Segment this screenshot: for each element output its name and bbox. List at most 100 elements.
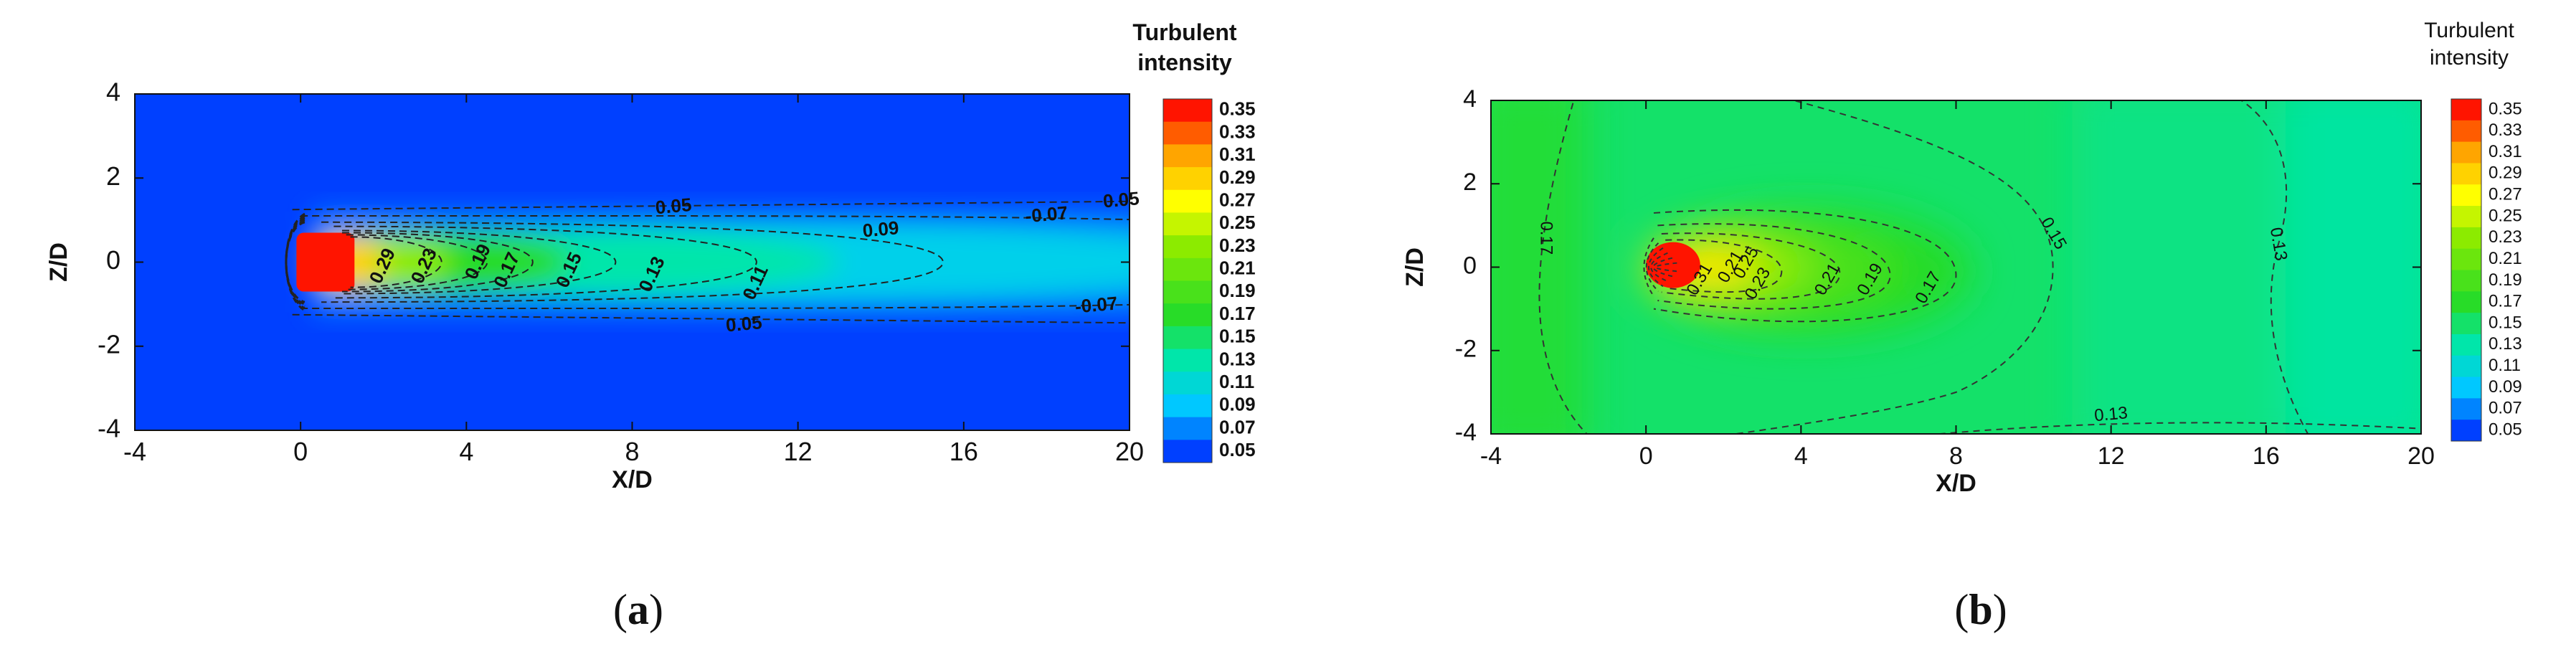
contour-dense-2 [1647,247,1664,288]
contour-label-3: 0.09 [862,217,900,241]
x-tick-label: 12 [2098,443,2125,470]
colorbar-swatch [2451,313,2481,335]
colorbar-level-label: 0.31 [2489,142,2522,161]
x-tick-label: 8 [1949,443,1963,470]
colorbar-swatch [1163,212,1212,236]
colorbar-swatch [2451,377,2481,399]
colorbar-swatch [2451,120,2481,143]
contour-label-0: 0.05 [655,194,693,218]
colorbar-swatch [2451,227,2481,250]
colorbar-level-label: 0.19 [2489,270,2522,290]
colorbar-title-line: Turbulent [1132,19,1237,45]
contour-line-5 [333,225,757,299]
colorbar-title-line: Turbulent [2424,19,2514,42]
contour-dense-3 [1650,252,1668,283]
contour-line-5 [1657,223,1891,310]
colorbar-level-label: 0.35 [2489,99,2522,118]
x-tick-label: -4 [123,437,146,466]
chart-panel-b: 0.170.310.210.250.23 0.21 0.19 0.170.15 0.13… [1401,19,2522,633]
contour-line-1 [1731,100,2054,434]
x-tick-label: 16 [2253,443,2280,470]
contour-line-6 [341,229,617,295]
contour-dense-1 [1645,242,1659,292]
colorbar-swatch [2451,248,2481,270]
contour-line-2 [300,214,1130,221]
panel-label-part: ) [1993,586,2007,633]
colorbar-swatch [2451,398,2481,420]
colorbar-level-label: 0.33 [2489,120,2522,140]
x-tick-label: 12 [784,437,813,466]
contour-label-2: -0.07 [1024,202,1069,227]
chart-panel-a: 0.05 0.05-0.070.090.29 0.23 0.190.17 0.15 0.1… [45,19,1256,633]
y-tick-label: 2 [1463,169,1477,196]
contour-label-11: 0.05 [725,311,763,336]
colorbar-swatch [2451,291,2481,313]
colorbar-swatch [1163,394,1212,418]
colorbar-swatch [2451,333,2481,356]
panel-label-part: ( [613,586,628,633]
x-tick-label: 0 [293,437,308,466]
contour-label-12: -0.07 [1074,292,1119,317]
contour-line-1 [292,313,1130,324]
colorbar-level-label: 0.09 [2489,377,2522,397]
colorbar-frame [2450,98,2482,442]
colorbar-swatch [1163,349,1212,372]
x-tick-label: 20 [1115,437,1144,466]
far-right-region [2285,100,2421,434]
x-tick-label: 8 [625,437,639,466]
colorbar-swatch [1163,167,1212,191]
contour-line-6 [1661,232,1841,300]
colorbar-level-label: 0.33 [1219,120,1256,142]
colorbar-level-label: 0.27 [2489,185,2522,204]
y-tick-label: 0 [1463,252,1477,279]
colorbar-level-label: 0.07 [2489,399,2522,418]
colorbar-swatch [2451,99,2481,121]
colorbar-level-label: 0.21 [2489,249,2522,268]
colorbar-swatch [2451,184,2481,207]
colorbar-swatch [2451,355,2481,378]
panel-label-part: ) [649,586,663,633]
panel-label: (b) [1954,586,2007,633]
colorbar-swatch [1163,440,1212,463]
contour-line-9 [350,236,442,288]
y-tick-label: 4 [1463,85,1477,113]
contour-label-0: 0.17 [1536,221,1555,255]
colorbar-swatch [2451,420,2481,442]
colorbar-swatch [2451,206,2481,228]
panel-label-part: a [628,586,649,633]
colorbar-level-label: 0.21 [1219,257,1256,279]
contour-line-4 [321,221,944,303]
colorbar-frame [1162,98,1213,463]
colorbar-swatch [1163,326,1212,350]
colorbar-swatch [1163,235,1212,259]
colorbar-level-label: 0.23 [2489,227,2522,247]
contour-label-10: 0.13 [2093,403,2128,425]
y-tick-label: -4 [1455,419,1477,446]
contour-line-2 [2240,100,2309,434]
colorbar-swatch [2451,163,2481,185]
colorbar-title-line: intensity [2430,46,2509,70]
colorbar-level-label: 0.25 [2489,206,2522,225]
colorbar-level-label: 0.17 [2489,292,2522,311]
colorbar-level-label: 0.15 [2489,313,2522,332]
y-tick-label: -2 [1455,336,1477,363]
contour-line-7 [341,232,534,293]
colorbar-level-label: 0.05 [1219,439,1256,460]
colorbar-swatch [2451,270,2481,292]
y-axis-label: Z/D [45,242,72,282]
y-tick-label: 2 [106,161,120,191]
panel-label-part: ( [1954,586,1969,633]
contour-line-3 [1931,422,2421,434]
contour-dense-4 [285,221,306,303]
panel-label-part: b [1969,586,1992,633]
contour-line-0 [1538,100,1588,434]
colorbar-level-label: 0.07 [1219,416,1256,437]
colorbar-level-label: 0.15 [1219,326,1256,347]
colorbar-swatch [1163,144,1212,168]
field-blur [1491,100,2421,434]
colorbar-level-label: 0.25 [1219,212,1256,233]
colorbar-level-label: 0.17 [1219,303,1256,324]
panel-label: (a) [613,586,663,633]
colorbar-level-label: 0.19 [1219,280,1256,301]
